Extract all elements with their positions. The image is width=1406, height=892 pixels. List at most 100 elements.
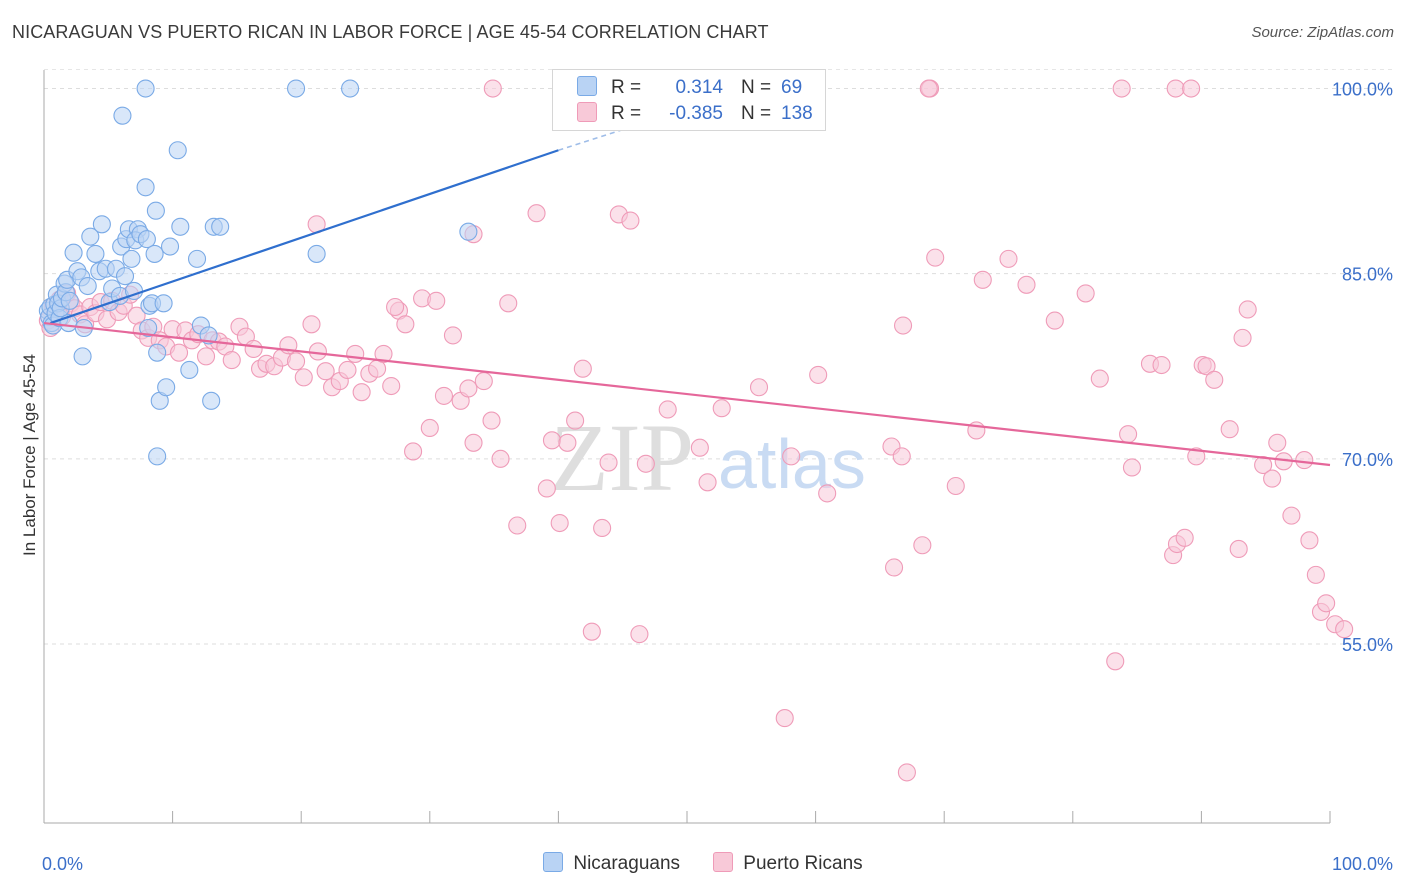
tick-labels: 55.0% 70.0% 85.0% 100.0% 0.0% 100.0% <box>42 80 1393 874</box>
puerto-rican-point <box>352 383 371 402</box>
r-label: R = <box>611 103 642 124</box>
nicaraguan-point <box>187 249 207 268</box>
puerto-rican-point <box>1112 79 1131 98</box>
nicaraguan-point <box>136 79 155 98</box>
grid-lines <box>44 69 1395 645</box>
puerto-rican-point <box>1017 275 1036 294</box>
puerto-rican-point <box>346 344 365 363</box>
nicaraguan-point <box>92 215 111 234</box>
puerto-rican-point <box>690 438 709 457</box>
nicaraguan-point <box>199 326 218 345</box>
puerto-rican-point <box>338 360 357 380</box>
puerto-rican-point <box>913 536 932 555</box>
legend-item-nicaraguans[interactable]: Nicaraguans <box>543 852 680 875</box>
puerto-rican-point <box>386 297 405 317</box>
legend-label: Nicaraguans <box>573 853 681 874</box>
puerto-rican-point <box>1076 284 1095 303</box>
nicaraguans-trend-line <box>50 149 559 325</box>
puerto-rican-point <box>1306 565 1325 584</box>
puerto-rican-point <box>294 368 313 387</box>
puerto-rican-point <box>482 411 501 430</box>
puerto-ricans-points <box>38 79 1354 782</box>
nicaraguan-point <box>148 343 167 362</box>
nicaraguan-point <box>139 318 158 338</box>
nicaraguan-point <box>146 201 165 220</box>
puerto-rican-point <box>396 315 415 334</box>
puerto-rican-point <box>593 518 612 538</box>
puerto-rican-point <box>818 484 837 503</box>
puerto-ricans-trend-line <box>43 321 1331 467</box>
nicaraguan-point <box>64 243 83 262</box>
puerto-rican-point <box>630 625 649 644</box>
puerto-rican-point <box>382 376 401 396</box>
puerto-rican-point <box>884 558 904 577</box>
puerto-rican-point <box>1182 79 1201 98</box>
puerto-rican-point <box>897 763 916 782</box>
puerto-rican-point <box>1295 451 1314 470</box>
puerto-rican-point <box>420 418 439 438</box>
puerto-rican-point <box>1300 531 1319 550</box>
puerto-ricans-legend-icon <box>713 852 734 872</box>
legend-item-puerto-ricans[interactable]: Puerto Ricans <box>713 852 863 875</box>
puerto-rican-point <box>892 447 911 466</box>
nicaraguans-points <box>38 79 478 466</box>
puerto-rican-point <box>404 442 423 461</box>
puerto-rican-point <box>973 270 992 289</box>
puerto-rican-point <box>527 204 546 223</box>
r-value: 0.314 <box>675 77 723 98</box>
puerto-rican-point <box>1268 433 1287 452</box>
puerto-rican-point <box>1090 369 1109 388</box>
puerto-rican-point <box>573 359 592 378</box>
puerto-rican-point <box>483 79 502 98</box>
puerto-rican-point <box>1187 447 1206 466</box>
puerto-rican-point <box>196 347 216 366</box>
puerto-rican-point <box>1106 652 1125 671</box>
puerto-rican-point <box>1197 357 1216 376</box>
nicaraguan-point <box>137 230 156 249</box>
puerto-rican-point <box>169 343 189 362</box>
y-tick-label: 100.0% <box>1332 80 1393 100</box>
puerto-rican-point <box>459 379 478 398</box>
puerto-rican-point <box>1122 458 1142 477</box>
puerto-rican-point <box>1166 79 1185 98</box>
puerto-rican-point <box>599 453 618 472</box>
source-label: Source: ZipAtlas.com <box>1251 24 1394 41</box>
puerto-rican-point <box>491 449 510 468</box>
puerto-rican-point <box>558 433 577 452</box>
nicaraguan-point <box>307 244 326 263</box>
r-label: R = <box>611 77 642 98</box>
nicaraguans-legend-icon <box>543 852 564 872</box>
x-tick-label: 0.0% <box>42 854 83 874</box>
n-label: N = <box>741 77 772 98</box>
nicaraguan-point <box>168 141 187 160</box>
n-value: 138 <box>781 103 813 124</box>
puerto-rican-point <box>658 400 677 419</box>
y-axis-label: In Labor Force | Age 45-54 <box>20 354 39 556</box>
puerto-rican-point <box>1220 420 1239 439</box>
puerto-rican-point <box>222 351 241 370</box>
puerto-rican-point <box>566 411 585 430</box>
puerto-rican-point <box>443 326 462 345</box>
nicaraguan-point <box>122 249 141 268</box>
nicaraguan-point <box>73 347 92 366</box>
puerto-rican-point <box>1263 469 1282 488</box>
chart-title: NICARAGUAN VS PUERTO RICAN IN LABOR FORC… <box>12 22 769 42</box>
puerto-rican-point <box>316 362 335 381</box>
n-value: 69 <box>781 77 803 98</box>
nicaraguan-point <box>287 79 306 98</box>
puerto-rican-point <box>1152 355 1171 375</box>
puerto-rican-point <box>1229 539 1248 559</box>
nicaraguan-point <box>148 447 167 466</box>
puerto-rican-point <box>287 352 306 371</box>
puerto-rican-point <box>919 79 938 98</box>
puerto-rican-point <box>782 447 801 466</box>
legend-row-puerto-ricans: R = -0.385 N = 138 <box>577 102 813 126</box>
puerto-rican-point <box>1282 506 1301 525</box>
y-tick-label: 85.0% <box>1342 265 1393 285</box>
puerto-rican-point <box>1045 311 1064 330</box>
puerto-rican-point <box>636 454 655 473</box>
puerto-rican-point <box>621 211 640 230</box>
puerto-rican-point <box>1205 370 1224 389</box>
puerto-rican-point <box>749 378 769 397</box>
puerto-rican-point <box>374 344 393 363</box>
